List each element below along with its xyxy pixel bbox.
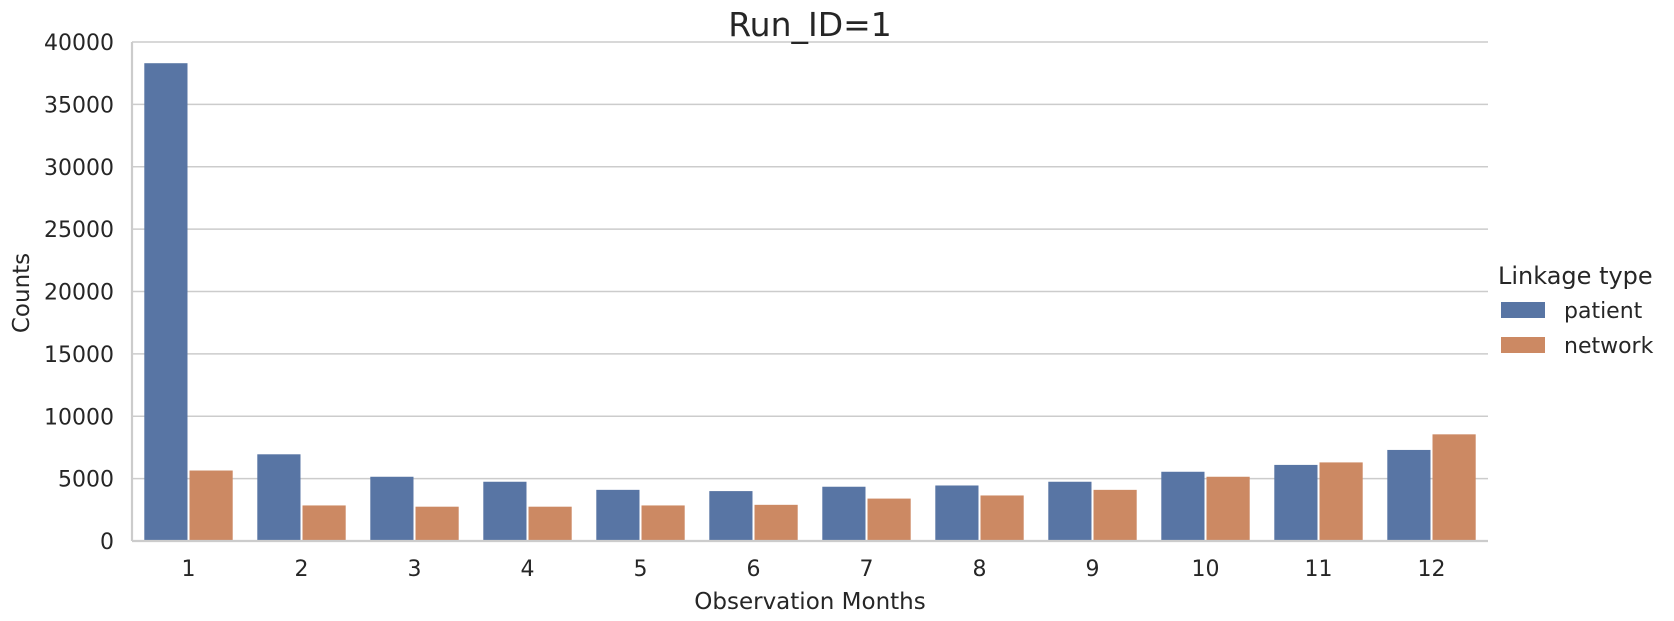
bar-network-month-7: [867, 498, 911, 541]
y-tick-labels: 0 5000 10000 15000 20000 25000 30000 35000 40000: [44, 31, 114, 555]
y-tick-label: 15000: [44, 343, 114, 368]
bar-patient-month-1: [144, 63, 188, 542]
x-axis-label: Observation Months: [694, 589, 925, 615]
x-tick-label: 3: [408, 557, 422, 582]
chart-title: Run_ID=1: [728, 5, 892, 44]
gridlines: [132, 41, 1488, 480]
bar-network-month-6: [754, 504, 798, 541]
bar-patient-month-6: [709, 491, 753, 541]
y-tick-label: 30000: [44, 156, 114, 181]
x-tick-label: 8: [973, 557, 987, 582]
x-tick-label: 12: [1418, 557, 1446, 582]
legend-label-patient: patient: [1564, 299, 1643, 324]
bar-network-month-10: [1206, 476, 1250, 541]
x-tick-label: 10: [1192, 557, 1220, 582]
y-axis-label: Counts: [9, 253, 35, 333]
x-tick-label: 1: [182, 557, 196, 582]
y-tick-label: 20000: [44, 281, 114, 306]
bar-network-month-12: [1432, 434, 1476, 541]
bar-patient-month-9: [1048, 481, 1092, 541]
y-tick-label: 5000: [58, 468, 114, 493]
legend-swatch-network: [1501, 337, 1545, 353]
bar-network-month-9: [1093, 489, 1137, 541]
bar-network-month-3: [415, 506, 459, 541]
bar-network-month-11: [1319, 462, 1363, 541]
y-tick-label: 10000: [44, 405, 114, 430]
bar-network-month-2: [302, 505, 346, 541]
y-tick-label: 35000: [44, 93, 114, 118]
x-tick-labels: 1 2 3 4 5 6 7 8 9 10 11 12: [182, 557, 1446, 582]
y-tick-label: 40000: [44, 31, 114, 56]
bar-patient-month-5: [596, 489, 640, 541]
x-tick-label: 2: [295, 557, 309, 582]
bar-patient-month-12: [1387, 449, 1431, 541]
legend-label-network: network: [1564, 334, 1654, 359]
legend: Linkage type patient network: [1498, 262, 1654, 359]
y-tick-label: 0: [100, 530, 114, 555]
x-tick-label: 11: [1305, 557, 1333, 582]
bar-network-month-4: [528, 506, 572, 541]
y-tick-label: 25000: [44, 218, 114, 243]
bar-network-month-1: [189, 470, 233, 541]
x-tick-label: 7: [860, 557, 874, 582]
bar-patient-month-7: [822, 486, 866, 541]
bars: [144, 63, 1476, 542]
bar-network-month-8: [980, 495, 1024, 541]
bar-patient-month-2: [257, 454, 301, 541]
axes: [130, 42, 1488, 543]
bar-network-month-5: [641, 505, 685, 541]
x-tick-label: 6: [747, 557, 761, 582]
bar-patient-month-10: [1161, 471, 1205, 541]
bar-patient-month-3: [370, 476, 414, 541]
legend-swatch-patient: [1501, 302, 1545, 318]
legend-title: Linkage type: [1498, 262, 1653, 290]
bar-patient-month-11: [1274, 464, 1318, 541]
bar-patient-month-8: [935, 485, 979, 541]
x-tick-label: 4: [521, 557, 535, 582]
x-tick-label: 5: [634, 557, 648, 582]
bar-patient-month-4: [483, 481, 527, 541]
x-tick-label: 9: [1086, 557, 1100, 582]
